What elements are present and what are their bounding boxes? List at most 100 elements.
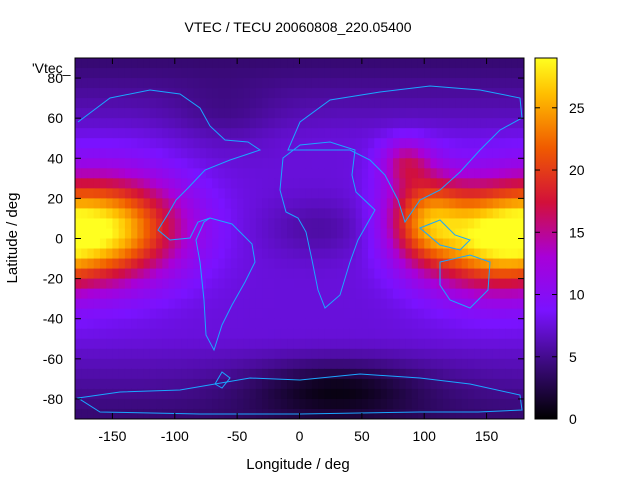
heatmap-cell [324,308,332,320]
heatmap-cell [187,338,195,350]
heatmap-cell [393,148,400,159]
heatmap-cell [230,118,238,129]
heatmap-cell [411,288,419,300]
heatmap-cell [343,298,350,310]
heatmap-cell [243,58,251,69]
heatmap-cell [511,138,519,149]
heatmap-cell [118,248,126,260]
heatmap-cell [349,68,357,79]
heatmap-cell [212,188,220,199]
heatmap-cell [324,278,332,290]
heatmap-cell [224,358,232,370]
heatmap-cell [224,288,232,300]
heatmap-cell [411,148,419,159]
heatmap-cell [411,398,419,410]
heatmap-cell [118,298,126,310]
heatmap-cell [361,208,369,220]
heatmap-cell [162,348,170,360]
heatmap-cell [162,408,170,419]
heatmap-cell [399,168,407,179]
heatmap-cell [343,408,350,419]
heatmap-cell [293,108,301,119]
heatmap-cell [287,368,294,380]
heatmap-cell [212,208,220,220]
heatmap-cell [480,278,488,290]
heatmap-cell [143,268,151,280]
heatmap-cell [268,348,276,360]
heatmap-cell [330,58,338,69]
heatmap-cell [143,198,151,210]
heatmap-cell [230,358,238,370]
heatmap-cell [131,348,138,360]
heatmap-cell [330,318,338,330]
heatmap-cell [318,368,326,380]
heatmap-cell [149,268,157,280]
heatmap-cell [243,238,251,250]
heatmap-cell [318,178,326,189]
heatmap-cell [81,258,89,270]
heatmap-cell [399,188,407,199]
heatmap-cell [268,368,276,380]
heatmap-cell [411,388,419,400]
heatmap-cell [361,388,369,400]
heatmap-cell [511,218,519,230]
heatmap-cell [249,198,257,210]
heatmap-cell [237,338,244,350]
heatmap-cell [287,88,294,99]
heatmap-cell [449,318,457,330]
heatmap-cell [262,318,269,330]
heatmap-cell [374,388,382,400]
heatmap-cell [449,328,457,340]
heatmap-cell [243,318,251,330]
heatmap-cell [93,238,101,250]
heatmap-cell [162,258,170,270]
heatmap-cell [386,108,394,119]
heatmap-cell [405,368,413,380]
heatmap-cell [430,338,438,350]
heatmap-cell [374,328,382,340]
heatmap-cell [81,238,89,250]
heatmap-cell [393,138,400,149]
heatmap-cell [480,388,488,400]
heatmap-cell [274,58,282,69]
heatmap-cell [218,378,226,390]
heatmap-cell [112,348,120,360]
heatmap-cell [143,288,151,300]
heatmap-cell [268,288,276,300]
heatmap-cell [230,68,238,79]
heatmap-cell [480,408,488,419]
heatmap-cell [137,58,145,69]
heatmap-cell [118,308,126,320]
heatmap-cell [205,258,213,270]
heatmap-cell [106,138,114,149]
heatmap-cell [280,378,288,390]
heatmap-cell [181,138,188,149]
heatmap-cell [118,278,126,290]
heatmap-cell [318,128,326,139]
heatmap-cell [355,298,363,310]
heatmap-cell [237,98,244,109]
heatmap-cell [218,268,226,280]
heatmap-cell [237,68,244,79]
heatmap-cell [268,198,276,210]
heatmap-cell [124,98,132,109]
heatmap-cell [193,128,201,139]
heatmap-cell [474,58,481,69]
heatmap-cell [193,78,201,89]
heatmap-cell [75,298,82,310]
heatmap-cell [212,398,220,410]
heatmap-cell [499,288,506,300]
heatmap-cell [181,58,188,69]
heatmap-cell [436,108,444,119]
heatmap-cell [474,168,481,179]
heatmap-cell [492,158,500,169]
heatmap-cell [461,128,469,139]
heatmap-cell [499,408,506,419]
heatmap-cell [368,58,375,69]
heatmap-cell [230,248,238,260]
heatmap-cell [436,88,444,99]
heatmap-cell [237,198,244,210]
heatmap-cell [305,218,313,230]
heatmap-cell [399,68,407,79]
heatmap-cell [243,208,251,220]
